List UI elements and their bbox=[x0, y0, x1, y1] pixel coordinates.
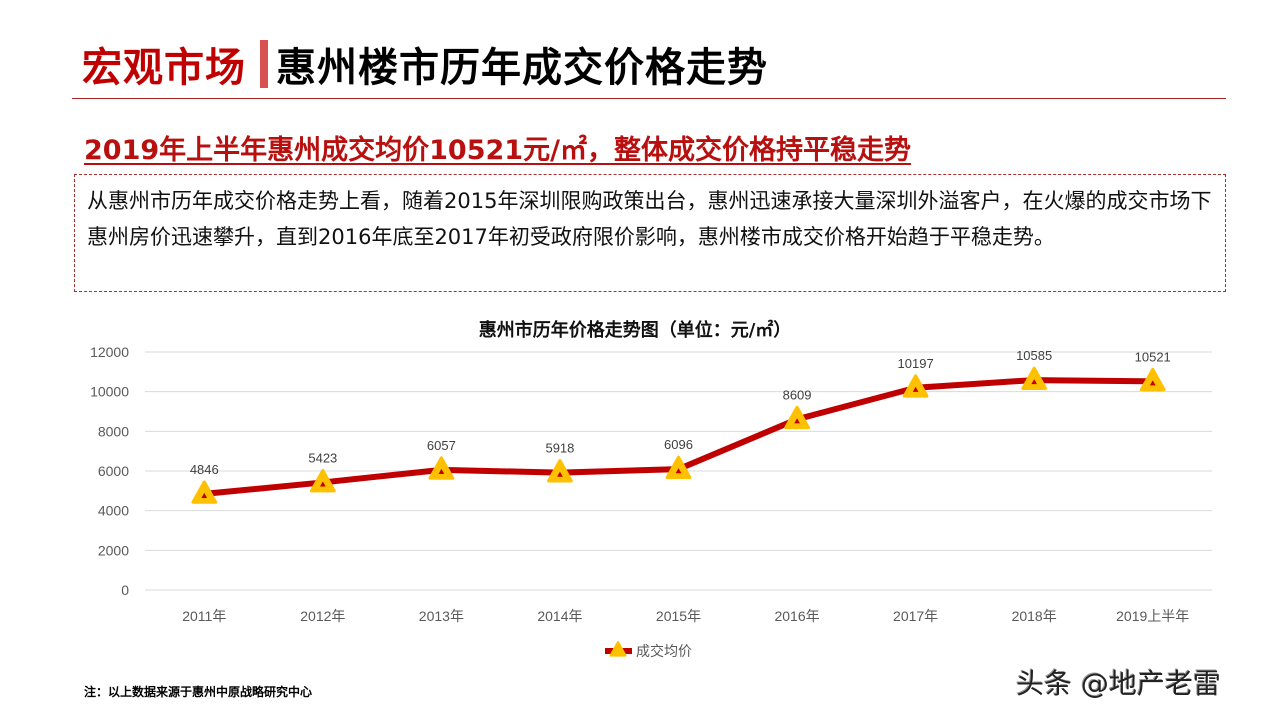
x-tick-label: 2014年 bbox=[537, 608, 582, 624]
section-label: 宏观市场 bbox=[82, 45, 246, 91]
x-tick-label: 2013年 bbox=[419, 608, 464, 624]
marker-center bbox=[1031, 379, 1038, 385]
y-tick-label: 4000 bbox=[98, 503, 129, 519]
triangle-marker-icon bbox=[1021, 366, 1048, 390]
data-label: 10197 bbox=[898, 356, 934, 371]
watermark: 头条 @地产老雷 bbox=[1016, 667, 1221, 700]
y-tick-label: 12000 bbox=[90, 344, 129, 360]
marker-center bbox=[912, 386, 919, 392]
triangle-marker-icon bbox=[428, 456, 455, 480]
y-tick-label: 10000 bbox=[90, 384, 129, 400]
data-label: 6057 bbox=[427, 438, 456, 453]
x-tick-label: 2012年 bbox=[300, 608, 345, 624]
subtitle-headline: 2019年上半年惠州成交均价10521元/㎡，整体成交价格持平稳走势 bbox=[84, 135, 911, 166]
triangle-marker-icon bbox=[784, 405, 810, 430]
marker-center bbox=[319, 481, 326, 487]
data-label: 6096 bbox=[664, 437, 693, 452]
legend-label: 成交均价 bbox=[636, 643, 692, 659]
data-label: 10521 bbox=[1135, 349, 1171, 364]
triangle-marker-icon bbox=[191, 480, 218, 504]
data-label: 8609 bbox=[783, 387, 812, 402]
triangle-marker-icon bbox=[902, 374, 929, 398]
x-tick-label: 2018年 bbox=[1012, 608, 1057, 624]
x-tick-label: 2015年 bbox=[656, 608, 701, 624]
marker-center bbox=[201, 492, 208, 498]
marker-center bbox=[557, 471, 563, 477]
legend-triangle-icon bbox=[609, 641, 627, 657]
data-label: 5423 bbox=[308, 450, 337, 465]
triangle-marker-icon bbox=[547, 459, 573, 483]
chart-title: 惠州市历年价格走势图（单位：元/㎡） bbox=[478, 320, 792, 341]
page-header: 宏观市场 惠州楼市历年成交价格走势 bbox=[82, 36, 768, 92]
y-tick-label: 8000 bbox=[98, 423, 129, 439]
data-label: 10585 bbox=[1016, 348, 1052, 363]
marker-center bbox=[438, 468, 445, 474]
triangle-marker-icon bbox=[309, 468, 336, 493]
header-rule bbox=[72, 98, 1226, 99]
marker-center bbox=[1149, 380, 1156, 386]
x-tick-label: 2019上半年 bbox=[1116, 608, 1189, 624]
data-label: 5918 bbox=[545, 441, 574, 456]
y-tick-label: 0 bbox=[121, 582, 129, 598]
page-title: 惠州楼市历年成交价格走势 bbox=[276, 45, 768, 91]
marker-center bbox=[794, 418, 800, 424]
description-text: 从惠州市历年成交价格走势上看，随着2015年深圳限购政策出台，惠州迅速承接大量深… bbox=[87, 189, 1212, 249]
source-footnote: 注：以上数据来源于惠州中原战略研究中心 bbox=[84, 685, 313, 699]
x-tick-label: 2016年 bbox=[774, 608, 819, 624]
triangle-marker-icon bbox=[1139, 367, 1166, 392]
title-divider bbox=[260, 40, 268, 88]
x-tick-label: 2011年 bbox=[182, 608, 226, 624]
data-label: 4846 bbox=[190, 462, 219, 477]
marker-center bbox=[675, 468, 682, 474]
description-box: 从惠州市历年成交价格走势上看，随着2015年深圳限购政策出台，惠州迅速承接大量深… bbox=[74, 174, 1226, 292]
y-tick-label: 6000 bbox=[98, 463, 129, 479]
triangle-marker-icon bbox=[665, 455, 692, 479]
x-tick-label: 2017年 bbox=[893, 608, 938, 624]
y-tick-label: 2000 bbox=[98, 542, 129, 558]
